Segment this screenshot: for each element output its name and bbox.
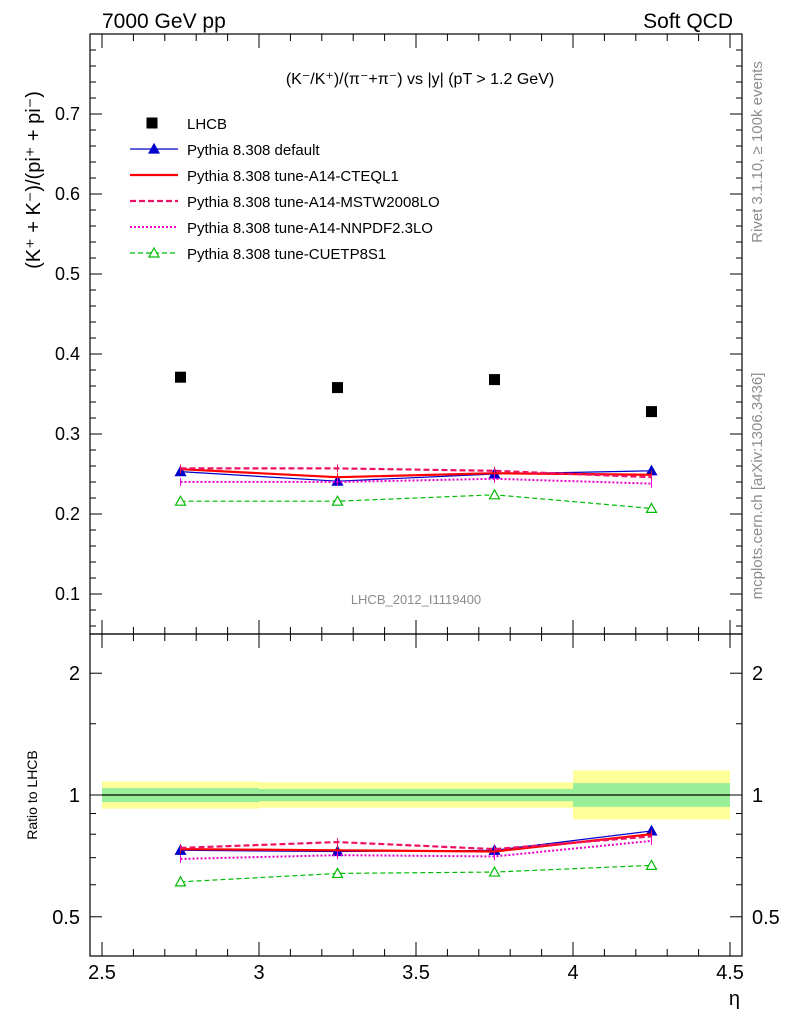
main-pythia-8-308-default-line — [180, 470, 652, 482]
main-title: (K⁻/K⁺)/(π⁻+π⁻) vs |y| (pT > 1.2 GeV) — [286, 71, 554, 88]
ratio-pythia-8-308-tune-cuetp8s1-point-0 — [174, 875, 187, 887]
main-ytick-label-6: 0.7 — [55, 104, 80, 124]
main-ytick-label-4: 0.5 — [55, 264, 80, 284]
main-ytick-label-2: 0.3 — [55, 424, 80, 444]
header-right: Soft QCD — [643, 10, 733, 33]
x-axis-label: η — [729, 988, 740, 1010]
ratio-pythia-8-308-tune-cuetp8s1-point-1 — [331, 867, 344, 879]
main-lhcb-point-3 — [646, 406, 657, 418]
main-pythia-8-308-tune-cuetp8s1-point-3 — [645, 502, 658, 514]
main-ytick-label-3: 0.4 — [55, 344, 80, 364]
x-tick-label-4: 4.5 — [716, 962, 744, 984]
x-tick-label-2: 3.5 — [402, 962, 430, 984]
ratio-panel: 0.5 0.5 1 1 2 2 2.5 3 3.5 4 4.5 Ratio to LHCB η — [24, 633, 780, 1010]
main-ytick-label-0: 0.1 — [55, 584, 80, 604]
ratio-pythia-8-308-tune-a14-mstw2008lo-line — [180, 835, 652, 851]
ratio-pythia-8-308-tune-a14-nnpdf2-3lo-line — [180, 839, 652, 860]
main-pythia-8-308-tune-cuetp8s1-point-1 — [331, 494, 344, 506]
ratio-ytick-label-right-0: 0.5 — [752, 907, 780, 929]
main-panel: 0.1 0.2 0.3 0.4 0.5 0.6 0.7 (K⁻/K⁺)/(π⁻+π⁻) vs… — [23, 33, 743, 635]
ratio-pythia-8-308-tune-cuetp8s1-point-2 — [488, 865, 501, 877]
legend: LHCB Pythia 8.308 default Pythia 8.308 tun… — [130, 116, 440, 263]
x-tick-label-0: 2.5 — [88, 962, 116, 984]
legend-label-pythia-8-308-default: Pythia 8.308 default — [187, 142, 320, 159]
ratio-ytick-label-left-1: 1 — [69, 785, 80, 807]
ratio-pythia-8-308-tune-cuetp8s1-line — [180, 864, 652, 883]
ratio-y-axis-label: Ratio to LHCB — [24, 750, 40, 839]
ratio-pythia-8-308-tune-a14-cteql1-line — [180, 833, 652, 853]
legend-marker-pythia-8-308-tune-cuetp8s1 — [147, 246, 161, 258]
ratio-ytick-label-right-1: 1 — [752, 785, 763, 807]
main-y-axis-label: (K⁺ + K⁻)/(pi⁺ + pi⁻) — [23, 91, 45, 269]
main-ytick-label-5: 0.6 — [55, 184, 80, 204]
main-pythia-8-308-tune-a14-nnpdf2-3lo-line — [180, 477, 652, 485]
rivet-label: Rivet 3.1.10, ≥ 100k events — [749, 61, 766, 243]
main-pythia-8-308-tune-a14-mstw2008lo-line — [180, 467, 652, 479]
x-tick-label-1: 3 — [253, 962, 264, 984]
ratio-ytick-label-left-0: 0.5 — [52, 907, 80, 929]
x-tick-label-3: 4 — [567, 962, 578, 984]
main-pythia-8-308-tune-cuetp8s1-point-2 — [488, 488, 501, 500]
legend-label-pythia-8-308-tune-a14-cteql1: Pythia 8.308 tune-A14-CTEQL1 — [187, 168, 399, 185]
main-ytick-label-1: 0.2 — [55, 504, 80, 524]
main-pythia-8-308-tune-cuetp8s1-point-0 — [174, 494, 187, 506]
legend-label-pythia-8-308-tune-cuetp8s1: Pythia 8.308 tune-CUETP8S1 — [187, 246, 386, 263]
mcplots-label: mcplots.cern.ch [arXiv:1306.3436] — [749, 373, 766, 600]
header-left: 7000 GeV pp — [102, 10, 226, 33]
main-lhcb-point-0 — [175, 371, 186, 383]
legend-label-pythia-8-308-tune-a14-nnpdf2-3lo: Pythia 8.308 tune-A14-NNPDF2.3LO — [187, 220, 433, 237]
main-pythia-8-308-tune-cuetp8s1-line — [180, 494, 652, 509]
legend-label-pythia-8-308-tune-a14-mstw2008lo: Pythia 8.308 tune-A14-MSTW2008LO — [187, 194, 440, 211]
legend-marker-lhcb — [146, 117, 158, 129]
main-lhcb-point-2 — [489, 374, 500, 386]
ratio-ytick-label-right-2: 2 — [752, 663, 763, 685]
ratio-ytick-label-left-2: 2 — [69, 663, 80, 685]
legend-marker-pythia-8-308-default — [147, 142, 161, 154]
legend-label-lhcb: LHCB — [187, 116, 227, 133]
ratio-pythia-8-308-tune-cuetp8s1-point-3 — [645, 859, 658, 870]
main-lhcb-point-1 — [332, 382, 343, 394]
analysis-label: LHCB_2012_I1119400 — [351, 592, 481, 607]
